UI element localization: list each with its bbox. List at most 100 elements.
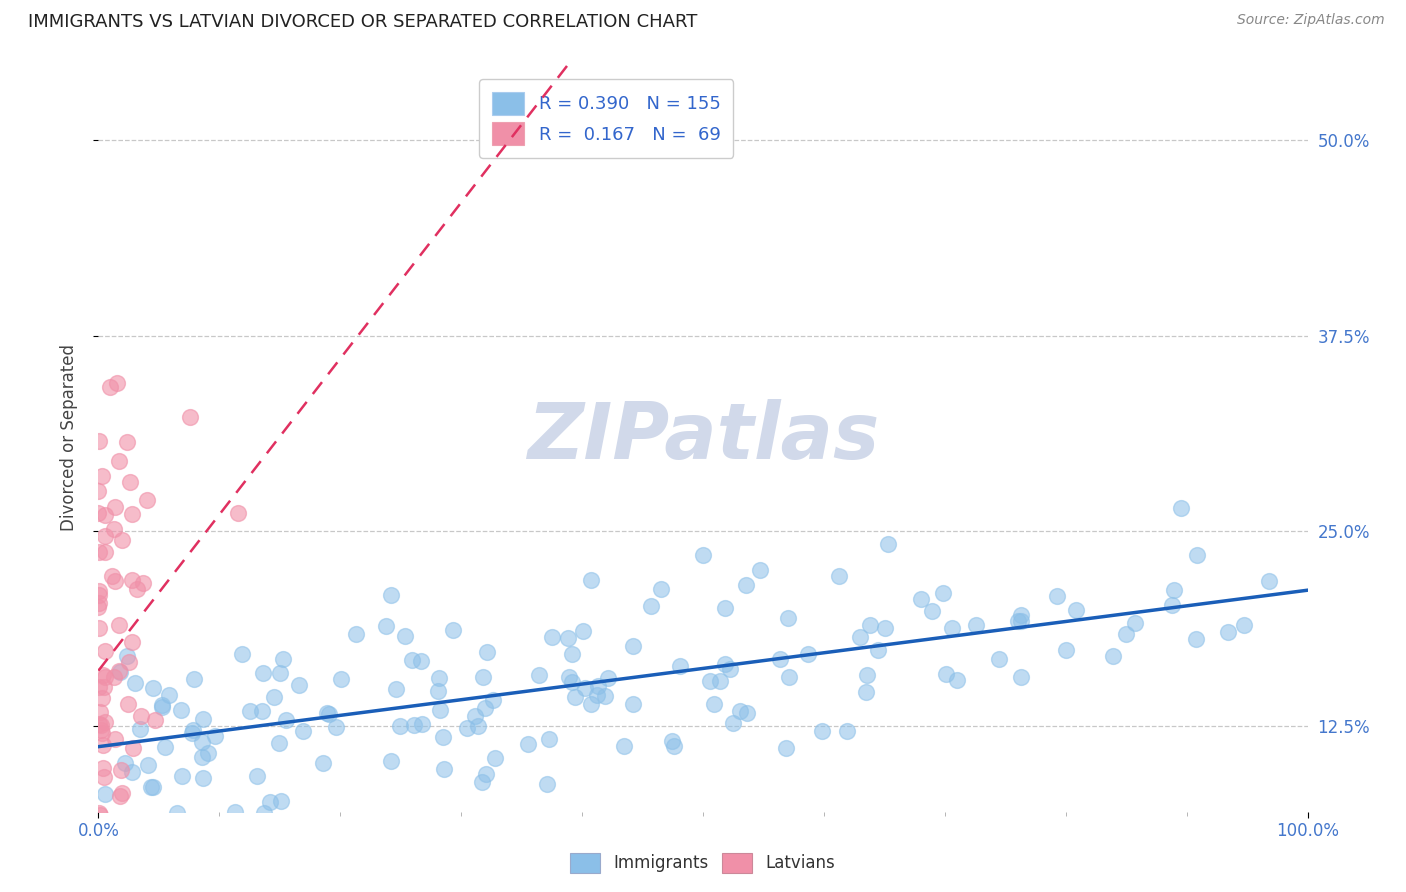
Point <box>1163 583 1185 598</box>
Point <box>93 545 115 559</box>
Point <box>401 652 423 666</box>
Point <box>1216 625 1239 640</box>
Point <box>89 583 111 598</box>
Legend: R = 0.390   N = 155, R =  0.167   N =  69: R = 0.390 N = 155, R = 0.167 N = 69 <box>479 79 734 158</box>
Point <box>94 644 117 658</box>
Point <box>169 703 191 717</box>
Point <box>441 623 464 637</box>
Point <box>231 647 253 661</box>
Point <box>94 529 117 543</box>
Point <box>828 568 851 582</box>
Point <box>669 659 692 673</box>
Point <box>98 816 121 830</box>
Point <box>121 635 143 649</box>
Point <box>541 630 564 644</box>
Point <box>433 762 456 776</box>
Point <box>181 723 204 737</box>
Point <box>129 709 152 723</box>
Point <box>921 604 943 618</box>
Point <box>129 722 152 736</box>
Point <box>855 685 877 699</box>
Point <box>1257 574 1279 589</box>
Point <box>89 821 111 835</box>
Point <box>382 821 405 835</box>
Point <box>93 738 115 752</box>
Point <box>429 671 451 685</box>
Point <box>226 506 249 520</box>
Point <box>316 706 339 720</box>
Point <box>253 806 276 821</box>
Point <box>181 725 204 739</box>
Point <box>239 704 262 718</box>
Point <box>108 789 131 803</box>
Point <box>288 678 311 692</box>
Point <box>104 732 127 747</box>
Point <box>274 713 297 727</box>
Point <box>101 569 124 583</box>
Point <box>1160 598 1182 612</box>
Point <box>432 730 454 744</box>
Point <box>835 724 858 739</box>
Point <box>411 716 433 731</box>
Point <box>127 582 149 596</box>
Point <box>89 807 111 822</box>
Point <box>110 764 132 778</box>
Point <box>142 681 165 695</box>
Point <box>90 718 112 732</box>
Point <box>87 600 110 615</box>
Point <box>464 708 486 723</box>
Point <box>139 780 162 794</box>
Point <box>155 739 177 754</box>
Point <box>121 508 143 522</box>
Point <box>269 665 291 680</box>
Point <box>183 672 205 686</box>
Point <box>875 621 897 635</box>
Point <box>471 774 494 789</box>
Point <box>87 805 110 820</box>
Point <box>558 670 581 684</box>
Point <box>97 821 120 835</box>
Point <box>87 545 110 559</box>
Point <box>935 667 957 681</box>
Point <box>89 705 111 719</box>
Point <box>117 698 139 712</box>
Point <box>110 533 132 547</box>
Point <box>114 821 136 835</box>
Point <box>941 621 963 635</box>
Point <box>427 684 450 698</box>
Point <box>1007 614 1029 628</box>
Point <box>529 667 551 681</box>
Point <box>94 714 117 729</box>
Point <box>108 617 131 632</box>
Point <box>224 805 246 820</box>
Point <box>1185 632 1208 647</box>
Point <box>197 746 219 760</box>
Point <box>318 707 340 722</box>
Point <box>103 670 125 684</box>
Point <box>91 468 114 483</box>
Text: Source: ZipAtlas.com: Source: ZipAtlas.com <box>1237 13 1385 28</box>
Point <box>579 573 602 587</box>
Point <box>374 619 396 633</box>
Point <box>1185 548 1208 562</box>
Point <box>910 592 932 607</box>
Point <box>179 410 201 425</box>
Point <box>482 693 505 707</box>
Point <box>87 680 110 694</box>
Point <box>191 712 214 726</box>
Point <box>103 500 125 514</box>
Point <box>721 715 744 730</box>
Point <box>471 670 494 684</box>
Point <box>866 643 889 657</box>
Point <box>157 689 180 703</box>
Point <box>703 697 725 711</box>
Point <box>93 680 115 694</box>
Point <box>699 673 721 688</box>
Point <box>579 697 602 711</box>
Point <box>325 720 347 734</box>
Point <box>561 675 583 690</box>
Point <box>267 736 290 750</box>
Point <box>661 734 683 748</box>
Point <box>344 627 367 641</box>
Point <box>193 771 215 785</box>
